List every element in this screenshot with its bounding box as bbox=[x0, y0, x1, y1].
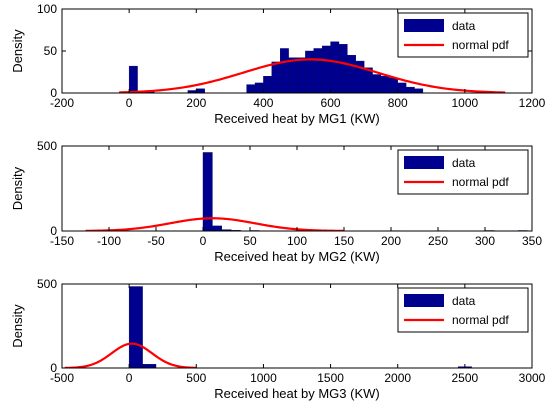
x-tick-label: 400 bbox=[253, 96, 273, 110]
x-axis-label: Received heat by MG1 (KW) bbox=[214, 111, 379, 126]
legend-label-data: data bbox=[452, 156, 476, 170]
y-tick-label: 500 bbox=[37, 277, 57, 291]
x-tick-label: -150 bbox=[50, 234, 74, 248]
x-tick-label: 1000 bbox=[250, 371, 277, 385]
x-tick-label: -50 bbox=[147, 234, 165, 248]
x-tick-label: 500 bbox=[186, 371, 206, 385]
chart-panel-3: -500 0 500 1000 1500 2000 2500 30000500Received… bbox=[10, 277, 546, 401]
histogram-bar bbox=[338, 44, 348, 93]
x-tick-label: 800 bbox=[388, 96, 408, 110]
histogram-bars bbox=[128, 41, 424, 93]
legend: data normal pdf bbox=[397, 149, 529, 195]
x-tick-label: -200 bbox=[50, 96, 74, 110]
legend-label-pdf: normal pdf bbox=[452, 175, 509, 189]
x-tick-label: 2500 bbox=[452, 371, 479, 385]
y-axis-label: Density bbox=[10, 29, 25, 73]
x-tick-label: 250 bbox=[428, 234, 448, 248]
histogram-bar bbox=[330, 41, 340, 93]
histogram-bar bbox=[296, 57, 306, 93]
x-tick-label: 200 bbox=[186, 96, 206, 110]
histogram-bar bbox=[246, 84, 256, 93]
x-tick-label: 0 bbox=[126, 96, 133, 110]
histogram-bar bbox=[414, 88, 424, 93]
legend-label-data: data bbox=[452, 294, 476, 308]
legend-swatch-data bbox=[404, 294, 444, 307]
histogram-bar bbox=[280, 48, 289, 93]
chart-panel-2: -150 -100 -50 0 50 100 150 200 250 300 350 0 500 Rece… bbox=[10, 139, 542, 264]
x-tick-label: 1200 bbox=[519, 96, 546, 110]
normal-pdf-curve bbox=[85, 217, 345, 231]
y-axis-label: Density bbox=[10, 166, 25, 210]
histogram-bar bbox=[196, 88, 205, 93]
y-tick-label: 0 bbox=[50, 224, 57, 238]
y-tick-label: 50 bbox=[44, 44, 58, 58]
x-tick-label: 3000 bbox=[519, 371, 546, 385]
histogram-bar bbox=[271, 61, 281, 93]
histogram-bar bbox=[288, 57, 298, 93]
normal-pdf-curve bbox=[119, 58, 506, 93]
histogram-bar bbox=[128, 286, 143, 368]
y-axis-label: Density bbox=[10, 304, 25, 348]
legend-swatch-data bbox=[404, 156, 444, 169]
histogram-bar bbox=[405, 86, 415, 93]
legend-label-pdf: normal pdf bbox=[452, 313, 509, 327]
x-tick-label: 0 bbox=[126, 371, 133, 385]
x-tick-label: 50 bbox=[243, 234, 257, 248]
histogram-bar bbox=[142, 364, 157, 368]
histogram-bar bbox=[254, 82, 264, 93]
x-tick-label: 0 bbox=[200, 234, 207, 248]
y-tick-label: 500 bbox=[37, 139, 57, 153]
x-tick-label: 2000 bbox=[384, 371, 411, 385]
histogram-bar bbox=[372, 74, 382, 93]
x-tick-label: 100 bbox=[287, 234, 307, 248]
y-tick-label: 0 bbox=[50, 361, 57, 375]
histogram-bar bbox=[263, 75, 273, 93]
histogram-bar bbox=[397, 82, 407, 93]
x-tick-label: 200 bbox=[381, 234, 401, 248]
normal-pdf-curve bbox=[64, 342, 197, 368]
y-tick-label: 100 bbox=[37, 2, 57, 16]
x-tick-label: 150 bbox=[334, 234, 354, 248]
legend-label-pdf: normal pdf bbox=[452, 38, 509, 52]
axes-frame bbox=[61, 283, 533, 369]
legend: data normal pdf bbox=[397, 12, 529, 58]
legend-swatch-data bbox=[404, 19, 444, 32]
y-tick-label: 0 bbox=[50, 86, 57, 100]
histogram-bar bbox=[128, 65, 138, 93]
histogram-bar bbox=[321, 45, 331, 93]
x-tick-label: 1500 bbox=[317, 371, 344, 385]
histogram-bar bbox=[202, 152, 213, 231]
histogram-bar bbox=[305, 50, 314, 93]
x-tick-label: -500 bbox=[50, 371, 74, 385]
histogram-bar bbox=[380, 75, 390, 93]
histogram-bar bbox=[347, 55, 356, 93]
x-axis-label: Received heat by MG3 (KW) bbox=[214, 386, 379, 401]
x-tick-label: 600 bbox=[321, 96, 341, 110]
histogram-bar bbox=[212, 225, 222, 231]
x-tick-label: 300 bbox=[475, 234, 495, 248]
x-tick-label: 1000 bbox=[452, 96, 479, 110]
chart-panel-1: -200 0 200 400 600 800 1000 1200050100Received … bbox=[10, 2, 546, 126]
x-tick-label: 350 bbox=[522, 234, 542, 248]
legend: data normal pdf bbox=[397, 287, 529, 333]
histogram-bar bbox=[313, 48, 323, 93]
x-tick-label: -100 bbox=[97, 234, 121, 248]
legend-label-data: data bbox=[452, 19, 476, 33]
x-axis-label: Received heat by MG2 (KW) bbox=[214, 249, 379, 264]
histogram-bar bbox=[389, 77, 398, 93]
